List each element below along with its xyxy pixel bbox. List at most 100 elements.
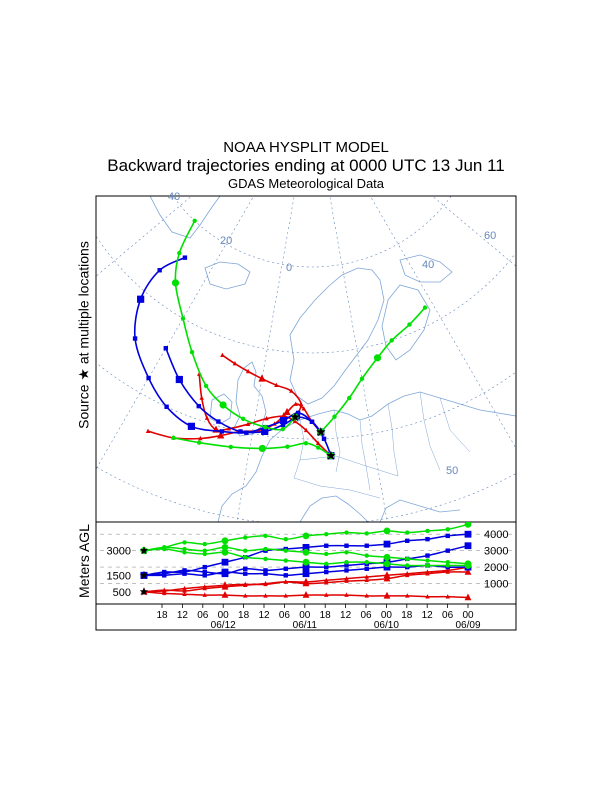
profile-point — [302, 570, 310, 578]
trajectory-point — [279, 416, 288, 425]
profile-point — [283, 536, 288, 542]
profile-point — [302, 590, 310, 598]
time-tick-label: 12 — [422, 610, 434, 621]
greenland-coast — [149, 196, 221, 239]
profile-point — [425, 558, 430, 563]
profile-point — [263, 580, 268, 586]
source-star — [326, 450, 336, 460]
trajectory-point — [240, 416, 246, 422]
profile-point — [364, 577, 369, 583]
trajectory-point — [203, 383, 209, 389]
trajectory-point — [171, 279, 180, 287]
time-tick-label: 00 — [381, 610, 393, 621]
profile-point — [364, 553, 369, 558]
trajectory-point — [245, 421, 251, 426]
profile-point — [383, 574, 391, 582]
profile-point — [182, 546, 187, 552]
trajectory-point — [137, 295, 145, 303]
meridian-line — [236, 196, 295, 522]
trajectory-point — [219, 429, 225, 434]
trajectory-point — [216, 419, 221, 424]
trajectory-point — [204, 415, 210, 420]
profile-point — [425, 553, 430, 558]
profile-point — [302, 563, 310, 571]
trajectory-point — [217, 431, 225, 439]
profile-point — [182, 588, 187, 593]
profile-point — [383, 560, 391, 568]
profile-point — [445, 559, 450, 565]
profile-point — [221, 558, 229, 566]
graticule-labels: 40 20 0 40 60 50 — [168, 191, 496, 477]
trajectory-point — [389, 338, 394, 343]
profile-point — [283, 548, 288, 553]
trajectory-point — [187, 422, 196, 430]
profile-point — [425, 563, 430, 568]
graticule-label: 40 — [422, 259, 434, 271]
parallel-line — [96, 362, 516, 440]
source-star — [290, 412, 300, 422]
date-label: 06/11 — [293, 620, 318, 631]
profile-point — [344, 592, 349, 597]
profile-point — [344, 543, 349, 548]
profile-labels: 3000 1500 500 4000 3000 2000 1000 18 12 06 00 18 12 0… — [107, 529, 509, 631]
profile-point — [221, 590, 229, 598]
profile-point — [162, 573, 167, 578]
trajectory-point — [373, 354, 382, 362]
meridian-line — [431, 196, 516, 267]
profile-point — [202, 592, 207, 597]
time-tick-label: 06 — [442, 610, 454, 621]
trajectory-point — [293, 401, 298, 406]
trajectory-point — [157, 268, 162, 273]
profile-point — [405, 572, 410, 578]
trajectory-point — [258, 444, 266, 453]
profile-point — [405, 593, 410, 598]
height-tick-label: 1000 — [484, 579, 508, 591]
trajectory-point — [422, 305, 428, 310]
trajectory-point — [321, 436, 327, 441]
trajectory-point — [232, 361, 238, 366]
model-name: NOAA HYSPLIT MODEL — [223, 139, 389, 156]
europe-coast — [217, 391, 516, 522]
trajectory-point — [332, 414, 337, 419]
chart-subtitle: GDAS Meteorological Data — [227, 176, 385, 191]
profile-point — [464, 567, 472, 575]
profile-point — [283, 558, 288, 563]
date-label: 06/09 — [455, 620, 480, 631]
profile-point — [302, 548, 310, 556]
profile-point — [405, 538, 410, 543]
trajectory-point — [283, 407, 291, 416]
profile-point — [445, 569, 450, 574]
graticule — [96, 196, 516, 522]
date-label: 06/10 — [374, 620, 399, 631]
profile-point — [364, 531, 369, 536]
trajectory-point — [280, 426, 285, 432]
trajectory-point — [199, 395, 204, 400]
trajectory-line-1500m — [165, 347, 322, 434]
trajectory-point — [196, 440, 202, 445]
ireland-coast — [209, 393, 233, 425]
meridian-line — [96, 196, 255, 470]
profile-point — [182, 568, 187, 573]
profile-point — [464, 522, 472, 528]
kola-coast — [399, 254, 453, 283]
trajectory-point — [315, 445, 321, 450]
profile-point — [221, 548, 229, 556]
trajectory-point — [182, 255, 188, 260]
trajectory-point — [274, 382, 279, 387]
profile-point — [182, 550, 187, 555]
profile-point — [324, 577, 329, 583]
profile-point — [182, 540, 187, 545]
profile-point — [263, 571, 268, 576]
profile-point — [445, 527, 450, 532]
trajectory-point — [301, 406, 306, 411]
profile-point — [202, 548, 207, 553]
profile-point — [263, 556, 268, 562]
profile-point — [283, 579, 288, 584]
profile-start-star — [139, 570, 149, 579]
profile-point — [405, 530, 410, 535]
trajectory-point — [298, 401, 304, 407]
profile-point — [445, 533, 450, 539]
profile-point — [221, 537, 229, 545]
profile-point — [445, 563, 450, 568]
